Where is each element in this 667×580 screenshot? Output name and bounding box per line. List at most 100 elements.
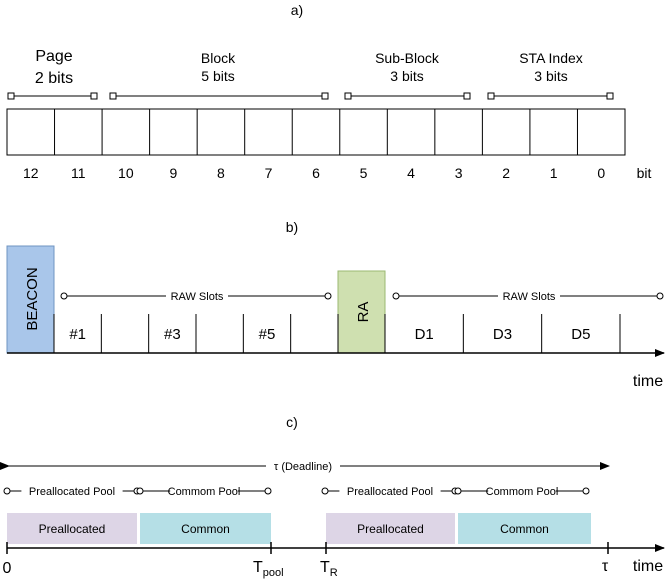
bit-number-label: 8 <box>217 165 225 181</box>
pool-span-label: Preallocated Pool <box>347 486 433 498</box>
time-axis-c-label: time <box>633 558 663 575</box>
bit-number-label: 7 <box>265 165 273 181</box>
axis-zero-label: 0 <box>3 560 12 577</box>
pool-span: Commom Pool <box>136 484 272 498</box>
raw-slot-label: #1 <box>69 326 86 343</box>
data-slot-label: D1 <box>415 326 434 343</box>
raw-slots-span-left-start-marker <box>60 292 68 300</box>
field-sub-block-bracket-end-left <box>344 92 352 100</box>
field-block-bracket-end-right <box>321 92 329 100</box>
bit-number-label: 4 <box>407 165 415 181</box>
t-r-sub: R <box>330 567 338 579</box>
pool-span-label-bg <box>170 484 238 498</box>
pool-span-end-marker <box>264 487 272 495</box>
ra-label: RA <box>355 302 372 323</box>
field-page-name: Page <box>35 48 72 65</box>
pool-span: Preallocated Pool <box>321 484 459 498</box>
field-sta-index: STA Index 3 bits <box>487 50 614 100</box>
bit-number-label: 12 <box>23 165 39 181</box>
pool-bars: Preallocated Common Preallocated Common <box>7 513 591 544</box>
bit-cells <box>54 109 578 155</box>
pool-span-start-marker <box>3 487 11 495</box>
pool-bar-label: Preallocated <box>357 522 424 536</box>
data-slot-label: D3 <box>493 326 512 343</box>
bit-unit-label: bit <box>637 165 652 181</box>
t-pool-label: Tpool <box>253 559 284 579</box>
raw-slot-cells: #1 #3 #5 D1 D3 D5 <box>53 314 621 353</box>
panel-c-label: c) <box>286 414 298 430</box>
pool-bar-label: Preallocated <box>39 522 106 536</box>
t-pool-main: T <box>253 559 263 576</box>
field-sub-block-bracket-end-right <box>463 92 471 100</box>
field-sub-block-bits: 3 bits <box>390 68 423 84</box>
pool-span-label: Commom Pool <box>486 486 559 498</box>
deadline-span: τ (Deadline) <box>0 458 610 473</box>
data-slot-label: D5 <box>571 326 590 343</box>
pool-bar <box>326 513 455 544</box>
bit-number-label: 0 <box>597 165 605 181</box>
field-sta-index-bits: 3 bits <box>534 68 567 84</box>
t-pool-sub: pool <box>263 567 284 579</box>
t-r-label: TR <box>320 559 338 579</box>
bit-number-label: 6 <box>312 165 320 181</box>
pool-bar-label: Common <box>181 522 230 536</box>
panel-a: a) Page 2 bits Block 5 bits Sub-Block 3 … <box>6 2 652 181</box>
deadline-label: τ (Deadline) <box>274 461 332 473</box>
raw-slots-span-left-end-marker <box>324 292 332 300</box>
pool-bar <box>140 513 271 544</box>
field-block: Block 5 bits <box>109 50 329 100</box>
field-sta-index-name: STA Index <box>519 50 583 66</box>
field-block-bits: 5 bits <box>201 68 234 84</box>
pool-spans: Preallocated Pool Commom Pool Preallocated… <box>3 484 590 498</box>
pool-span: Commom Pool <box>454 484 590 498</box>
field-sta-index-bracket-end-left <box>487 92 495 100</box>
bit-labels: 12 11 10 9 8 7 6 5 4 3 2 1 0 <box>23 165 605 181</box>
panel-a-label: a) <box>291 2 303 18</box>
pool-bar <box>458 513 591 544</box>
pool-span-start-marker <box>136 487 144 495</box>
raw-slots-label-right-bg <box>498 289 560 303</box>
raw-slot-label: #5 <box>259 326 276 343</box>
raw-slots-span-right-start-marker <box>392 292 400 300</box>
bit-number-label: 2 <box>502 165 510 181</box>
raw-slots-label-left: RAW Slots <box>171 291 224 303</box>
field-sub-block: Sub-Block 3 bits <box>344 50 471 100</box>
pool-bar <box>7 513 137 544</box>
bit-number-label: 1 <box>550 165 558 181</box>
field-page: Page 2 bits <box>7 48 98 100</box>
t-r-main: T <box>320 559 330 576</box>
beacon-label: BEACON <box>24 267 41 330</box>
pool-span-label: Preallocated Pool <box>29 486 115 498</box>
field-block-name: Block <box>201 50 236 66</box>
raw-slots-span-left: RAW Slots <box>60 289 332 303</box>
time-axis-b-label: time <box>633 373 663 390</box>
raw-slots-span-right-end-marker <box>656 292 664 300</box>
pool-span-label-bg <box>339 484 441 498</box>
bit-number-label: 10 <box>118 165 134 181</box>
pool-span-start-marker <box>454 487 462 495</box>
field-sub-block-name: Sub-Block <box>375 50 440 66</box>
deadline-label-bg <box>266 458 340 473</box>
pool-span-start-marker <box>321 487 329 495</box>
pool-span-label: Commom Pool <box>168 486 241 498</box>
bit-number-label: 5 <box>360 165 368 181</box>
pool-span: Preallocated Pool <box>3 484 141 498</box>
tau-label: τ <box>602 558 609 575</box>
bit-number-label: 3 <box>455 165 463 181</box>
field-page-bracket-end-left <box>7 92 15 100</box>
bit-register-outline <box>6 108 626 156</box>
panel-c: c) τ (Deadline) Preallocated Pool Commom … <box>0 414 665 579</box>
field-sta-index-bracket-end-right <box>606 92 614 100</box>
raw-slots-label-left-bg <box>166 289 228 303</box>
pool-bar-label: Common <box>500 522 549 536</box>
pool-span-label-bg <box>488 484 556 498</box>
field-block-bracket-end-left <box>109 92 117 100</box>
pool-span-end-marker <box>582 487 590 495</box>
pool-span-label-bg <box>21 484 123 498</box>
panel-b-label: b) <box>286 219 298 235</box>
panel-b: b) BEACON RA RAW Slots RAW Slots #1 #3 #5 D… <box>6 219 665 390</box>
raw-slots-span-right: RAW Slots <box>392 289 664 303</box>
field-page-bits: 2 bits <box>35 70 73 87</box>
field-page-bracket-end-right <box>90 92 98 100</box>
